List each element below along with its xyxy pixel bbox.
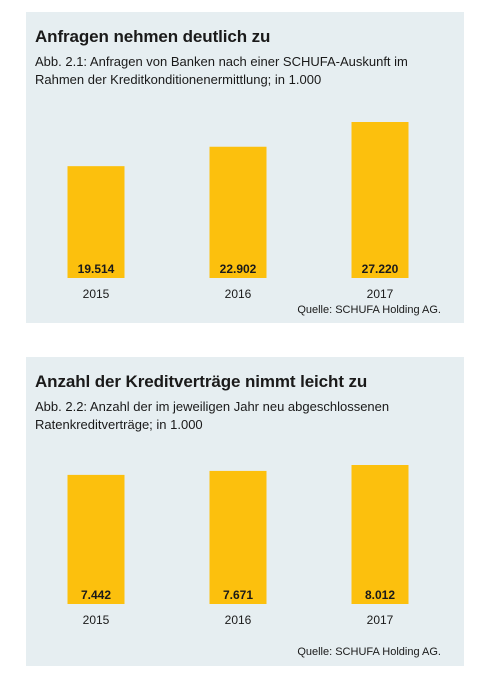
bar-2015 — [67, 166, 125, 278]
bar-2017 — [351, 122, 409, 278]
bar-2016 — [209, 146, 267, 278]
x-tick-label: 2017 — [367, 613, 394, 627]
x-tick-label: 2016 — [225, 287, 252, 301]
bar-value-label: 27.220 — [362, 262, 399, 276]
chart-source: Quelle: SCHUFA Holding AG. — [297, 304, 441, 316]
bar-chart-contracts: 7.442 2015 7.671 2016 8.012 2017 — [67, 465, 409, 627]
bar-chart-requests: 19.514 2015 22.902 2016 27.220 2017 — [67, 122, 409, 301]
chart-source: Quelle: SCHUFA Holding AG. — [297, 646, 441, 658]
chart-title: Anfragen nehmen deutlich zu — [35, 27, 271, 46]
chart-subtitle: Abb. 2.2: Anzahl der im jeweiligen Jahr … — [35, 399, 390, 432]
bar-value-label: 19.514 — [78, 262, 115, 276]
bar-value-label: 7.671 — [223, 588, 253, 602]
bar-2015 — [67, 474, 125, 604]
bar-value-label: 8.012 — [365, 588, 395, 602]
bar-2016 — [209, 470, 267, 604]
x-tick-label: 2016 — [225, 613, 252, 627]
bar-value-label: 7.442 — [81, 588, 111, 602]
chart-panel-requests: Anfragen nehmen deutlich zu Abb. 2.1: An… — [26, 12, 464, 323]
x-tick-label: 2017 — [367, 287, 394, 301]
chart-subtitle: Abb. 2.1: Anfragen von Banken nach einer… — [35, 54, 408, 87]
chart-title: Anzahl der Kreditverträge nimmt leicht z… — [35, 372, 368, 391]
bar-2017 — [351, 465, 409, 604]
chart-panel-contracts: Anzahl der Kreditverträge nimmt leicht z… — [26, 357, 464, 666]
x-tick-label: 2015 — [83, 613, 110, 627]
x-tick-label: 2015 — [83, 287, 110, 301]
bar-value-label: 22.902 — [220, 262, 257, 276]
